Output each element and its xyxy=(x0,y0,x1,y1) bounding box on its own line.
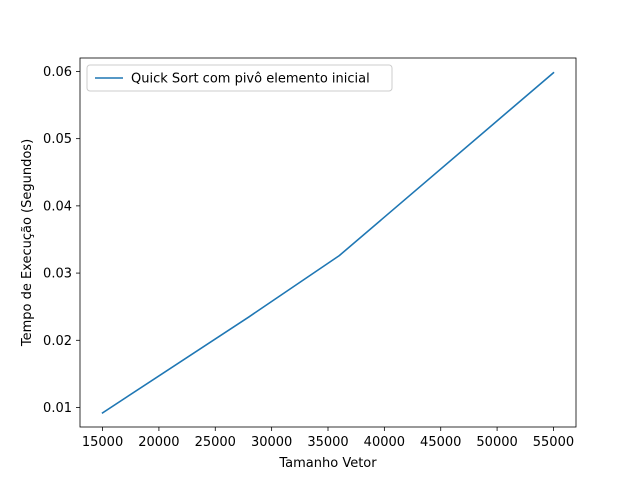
y-tick-label: 0.06 xyxy=(43,65,72,80)
x-axis: 15000 20000 25000 30000 35000 40000 45000 50000… xyxy=(82,427,574,450)
x-axis-label: Tamanho Vetor xyxy=(278,456,377,471)
y-tick-label: 0.04 xyxy=(43,199,72,214)
series-line-0 xyxy=(101,71,555,414)
x-tick-label: 30000 xyxy=(251,435,292,450)
x-tick-label: 15000 xyxy=(82,435,123,450)
y-tick-label: 0.03 xyxy=(43,267,72,282)
legend-entry-label: Quick Sort com pivô elemento inicial xyxy=(131,72,370,87)
x-tick-label: 50000 xyxy=(476,435,517,450)
x-tick-label: 20000 xyxy=(138,435,179,450)
legend: Quick Sort com pivô elemento inicial xyxy=(86,64,393,92)
x-tick-label: 35000 xyxy=(307,435,348,450)
series-layer xyxy=(101,71,555,414)
y-tick-label: 0.02 xyxy=(43,334,72,349)
plot-frame xyxy=(79,57,577,428)
x-tick-label: 40000 xyxy=(364,435,405,450)
x-tick-label: 45000 xyxy=(420,435,461,450)
x-tick-label: 55000 xyxy=(533,435,574,450)
y-axis: 0.01 0.02 0.03 0.04 0.05 0.06 xyxy=(43,65,80,416)
legend-box xyxy=(86,64,393,92)
y-axis-label: Tempo de Execução (Segundos) xyxy=(20,139,35,347)
y-tick-label: 0.05 xyxy=(43,132,72,147)
x-tick-label: 25000 xyxy=(195,435,236,450)
y-tick-label: 0.01 xyxy=(43,401,72,416)
